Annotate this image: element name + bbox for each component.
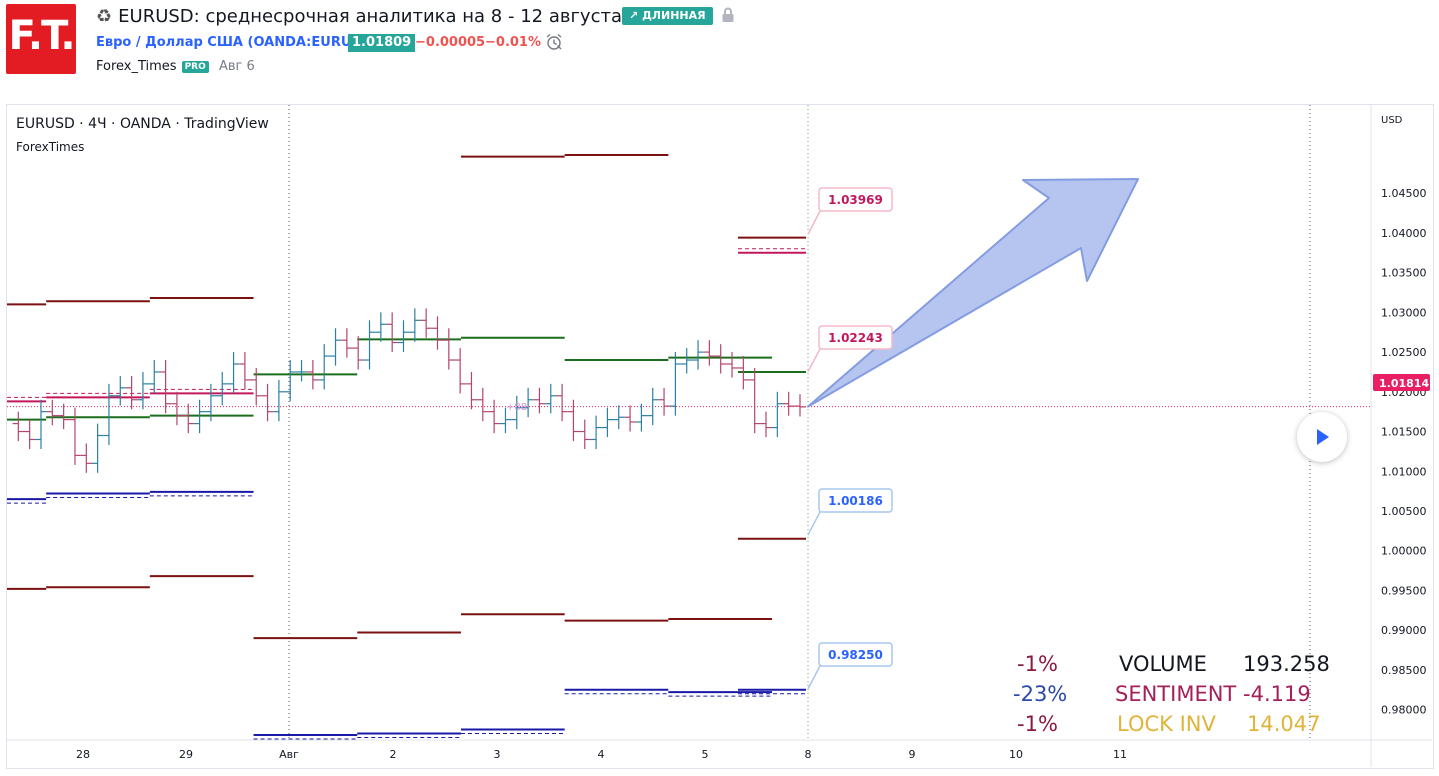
target-price-label: 0.98250 [828,648,883,662]
logo-text: F.T. [8,13,75,59]
target-price-label: 1.03969 [828,193,883,207]
target-price-label: 1.00186 [828,494,883,508]
stats-block: -1% VOLUME 193.258 -23% SENTIMENT -4.119… [1013,652,1330,736]
stat-sentiment-value: -4.119 [1243,682,1311,706]
current-price-badge: 1.01809 [348,34,416,52]
last-price-text: 1.01814 [1379,377,1429,390]
time-tick-label: Авг [279,748,299,761]
callout-box [818,642,893,667]
price-tick-label: 1.01000 [1381,465,1427,478]
time-tick-label: 11 [1113,748,1127,761]
price-bars [12,308,806,473]
stat-volume-label: VOLUME [1119,652,1207,676]
time-tick-label: 2 [390,748,397,761]
forecast-arrow-layer [807,178,1139,408]
price-tick-label: 1.04500 [1381,187,1427,200]
idea-title-text: EURUSD: среднесрочная аналитика на 8 - 1… [118,6,628,27]
stat-volume-pct: -1% [1017,652,1058,676]
price-tick-label: 1.00000 [1381,545,1427,558]
symbol-name: Евро / Доллар США [96,35,243,50]
time-axis[interactable]: 28 29 Авг 2 3 4 5 8 9 10 11 [76,748,1127,761]
price-tick-label: 0.98000 [1381,704,1427,717]
price-tick-label: 0.98500 [1381,664,1427,677]
direction-badge: ↗ ДЛИННАЯ [622,7,713,25]
chart-frame [6,104,1434,769]
last-price-box [1373,374,1430,391]
bar-counter-label: +88 [506,402,527,413]
stat-sentiment-pct: -23% [1013,682,1067,706]
price-tick-label: 1.03000 [1381,306,1427,319]
recycle-icon: ♻ [96,6,113,27]
time-tick-label: 28 [76,748,90,761]
callout-leader [807,348,821,372]
price-tick-label: 0.99500 [1381,584,1427,597]
author[interactable]: Forex_Times PRO [96,59,209,74]
callout-leader [807,665,821,690]
chart-legend-symbol: EURUSD · 4Ч · OANDA · TradingView [16,116,269,132]
direction-badge-label: ДЛИННАЯ [642,9,706,22]
currency-label: USD [1381,115,1403,126]
play-icon [1317,429,1329,445]
time-tick-label: 4 [598,748,605,761]
stat-lockinv-value: 14.047 [1247,712,1320,736]
time-tick-label: 3 [494,748,501,761]
callout-box [818,187,893,212]
trend-up-icon: ↗ [629,9,639,22]
callout-box [818,488,893,513]
price-tick-label: 1.03500 [1381,267,1427,280]
chart-grid [7,105,1432,767]
target-price-label: 1.02243 [828,331,883,345]
stat-lockinv-label: LOCK INV [1117,712,1216,736]
stat-volume-value: 193.258 [1243,652,1330,676]
forex-times-logo[interactable]: F.T. [6,4,76,74]
price-tick-label: 0.99000 [1381,624,1427,637]
play-button[interactable] [1297,412,1347,462]
price-tick-label: 1.00500 [1381,505,1427,518]
last-price-marker: 1.01814 [1373,374,1430,391]
callout-box [818,325,893,350]
time-tick-label: 8 [805,748,812,761]
target-callouts: 1.03969 1.02243 1.00186 0.98250 [807,187,893,690]
price-axis[interactable]: 1.045001.040001.035001.030001.025001.020… [1381,187,1427,716]
time-tick-label: 5 [702,748,709,761]
price-change-percent: −0.01% [485,35,541,50]
level-lines [7,154,806,740]
alarm-clock-icon[interactable] [545,33,563,51]
time-tick-label: 29 [179,748,193,761]
lock-icon [722,7,734,22]
time-tick-label: 10 [1009,748,1023,761]
publish-date: Авг 6 [219,59,255,74]
callout-leader [807,210,821,235]
chart-legend-source: ForexTimes [16,140,84,154]
price-change: −0.00005 [415,35,486,50]
forecast-arrow [807,178,1139,408]
stat-sentiment-label: SENTIMENT [1115,682,1236,706]
idea-title: ♻ EURUSD: среднесрочная аналитика на 8 - … [96,6,628,27]
time-tick-label: 9 [909,748,916,761]
symbol-link[interactable]: Евро / Доллар США (OANDA:EURUSD) [96,35,377,50]
author-name: Forex_Times [96,59,177,74]
price-tick-label: 1.04000 [1381,227,1427,240]
symbol-code: (OANDA:EURUSD) [247,35,378,50]
price-tick-label: 1.02500 [1381,346,1427,359]
callout-leader [807,511,821,536]
pro-badge: PRO [181,61,209,73]
stat-lockinv-pct: -1% [1017,712,1058,736]
price-tick-label: 1.01500 [1381,426,1427,439]
